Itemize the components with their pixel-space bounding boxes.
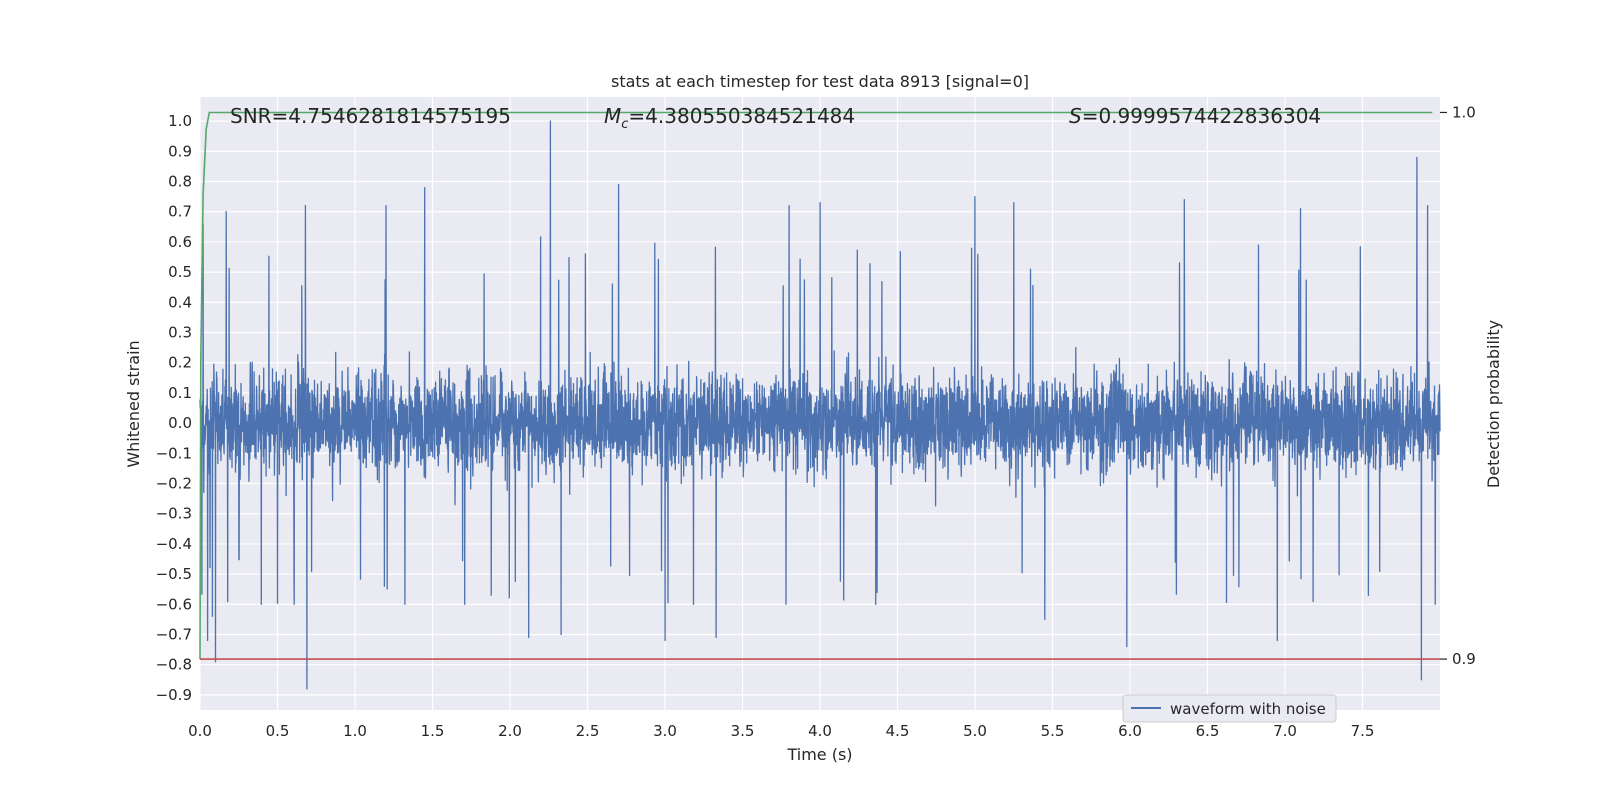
x-tick-label: 1.5 [421, 722, 445, 740]
x-tick-label: 2.5 [576, 722, 600, 740]
x-tick-label: 4.0 [808, 722, 832, 740]
x-axis-ticks: 0.0 0.5 1.0 1.5 2.0 2.5 3.0 3.5 4.0 4.5 5.0 5.5 6.0 6… [188, 722, 1374, 740]
x-tick-label: 5.5 [1041, 722, 1065, 740]
y-tick-label: −0.5 [156, 565, 192, 583]
s-value: =0.9999574422836304 [1082, 104, 1321, 128]
x-tick-label: 1.0 [343, 722, 367, 740]
x-tick-label: 2.0 [498, 722, 522, 740]
y-tick-label: −0.9 [156, 686, 192, 704]
y-axis-ticks: 1.0 0.9 0.8 0.7 0.6 0.5 0.4 0.3 0.2 0.1 0.0 −0.1 −0.… [156, 112, 192, 704]
x-tick-label: 0.5 [266, 722, 290, 740]
y-tick-label: 0.6 [168, 233, 192, 251]
detection-probability-series [199, 111, 1433, 660]
y2-tick-label: 1.0 [1452, 103, 1476, 121]
x-tick-label: 0.0 [188, 722, 212, 740]
x-tick-label: 7.0 [1273, 722, 1297, 740]
y-tick-label: 0.7 [168, 203, 192, 221]
x-tick-label: 3.0 [653, 722, 677, 740]
mc-subscript: c [621, 117, 628, 132]
y-tick-label: 0.5 [168, 263, 192, 281]
chart-title: stats at each timestep for test data 891… [611, 72, 1029, 91]
y-axis-label: Whitened strain [124, 340, 143, 467]
y-tick-label: −0.8 [156, 656, 192, 674]
y-tick-label: −0.4 [156, 535, 192, 553]
legend: waveform with noise [1122, 694, 1337, 723]
mc-value: =4.380550384521484 [628, 104, 855, 128]
s-annotation: S=0.9999574422836304 [1069, 104, 1321, 128]
waveform-line [199, 120, 1441, 690]
s-symbol: S [1069, 104, 1082, 128]
x-tick-label: 6.0 [1118, 722, 1142, 740]
waveform-series [199, 120, 1441, 690]
y-tick-label: 1.0 [168, 112, 192, 130]
y-tick-label: 0.0 [168, 414, 192, 432]
y-tick-label: 0.3 [168, 324, 192, 342]
snr-annotation: SNR=4.7546281814575195 [230, 104, 511, 128]
legend-label: waveform with noise [1170, 700, 1326, 718]
y2-axis-ticks: 1.0 0.9 [1440, 103, 1476, 668]
y-tick-label: −0.1 [156, 444, 192, 462]
detection-probability-line [199, 111, 1433, 660]
legend-frame [1122, 694, 1337, 723]
x-axis-label: Time (s) [786, 745, 852, 764]
y-tick-label: 0.2 [168, 354, 192, 372]
y-tick-label: 0.1 [168, 384, 192, 402]
x-tick-label: 5.0 [963, 722, 987, 740]
y-tick-label: −0.2 [156, 475, 192, 493]
y-tick-label: −0.7 [156, 626, 192, 644]
x-tick-label: 3.5 [731, 722, 755, 740]
y-tick-label: −0.6 [156, 595, 192, 613]
x-tick-label: 7.5 [1351, 722, 1375, 740]
y-tick-label: 0.4 [168, 293, 192, 311]
x-tick-label: 4.5 [886, 722, 910, 740]
y2-axis-label: Detection probability [1484, 320, 1503, 488]
x-tick-label: 6.5 [1196, 722, 1220, 740]
y-tick-label: 0.9 [168, 142, 192, 160]
mc-annotation: Mc=4.380550384521484 [604, 104, 855, 132]
y-tick-label: −0.3 [156, 505, 192, 523]
mc-symbol: M [604, 104, 621, 128]
y-tick-label: 0.8 [168, 173, 192, 191]
y2-tick-label: 0.9 [1452, 650, 1476, 668]
